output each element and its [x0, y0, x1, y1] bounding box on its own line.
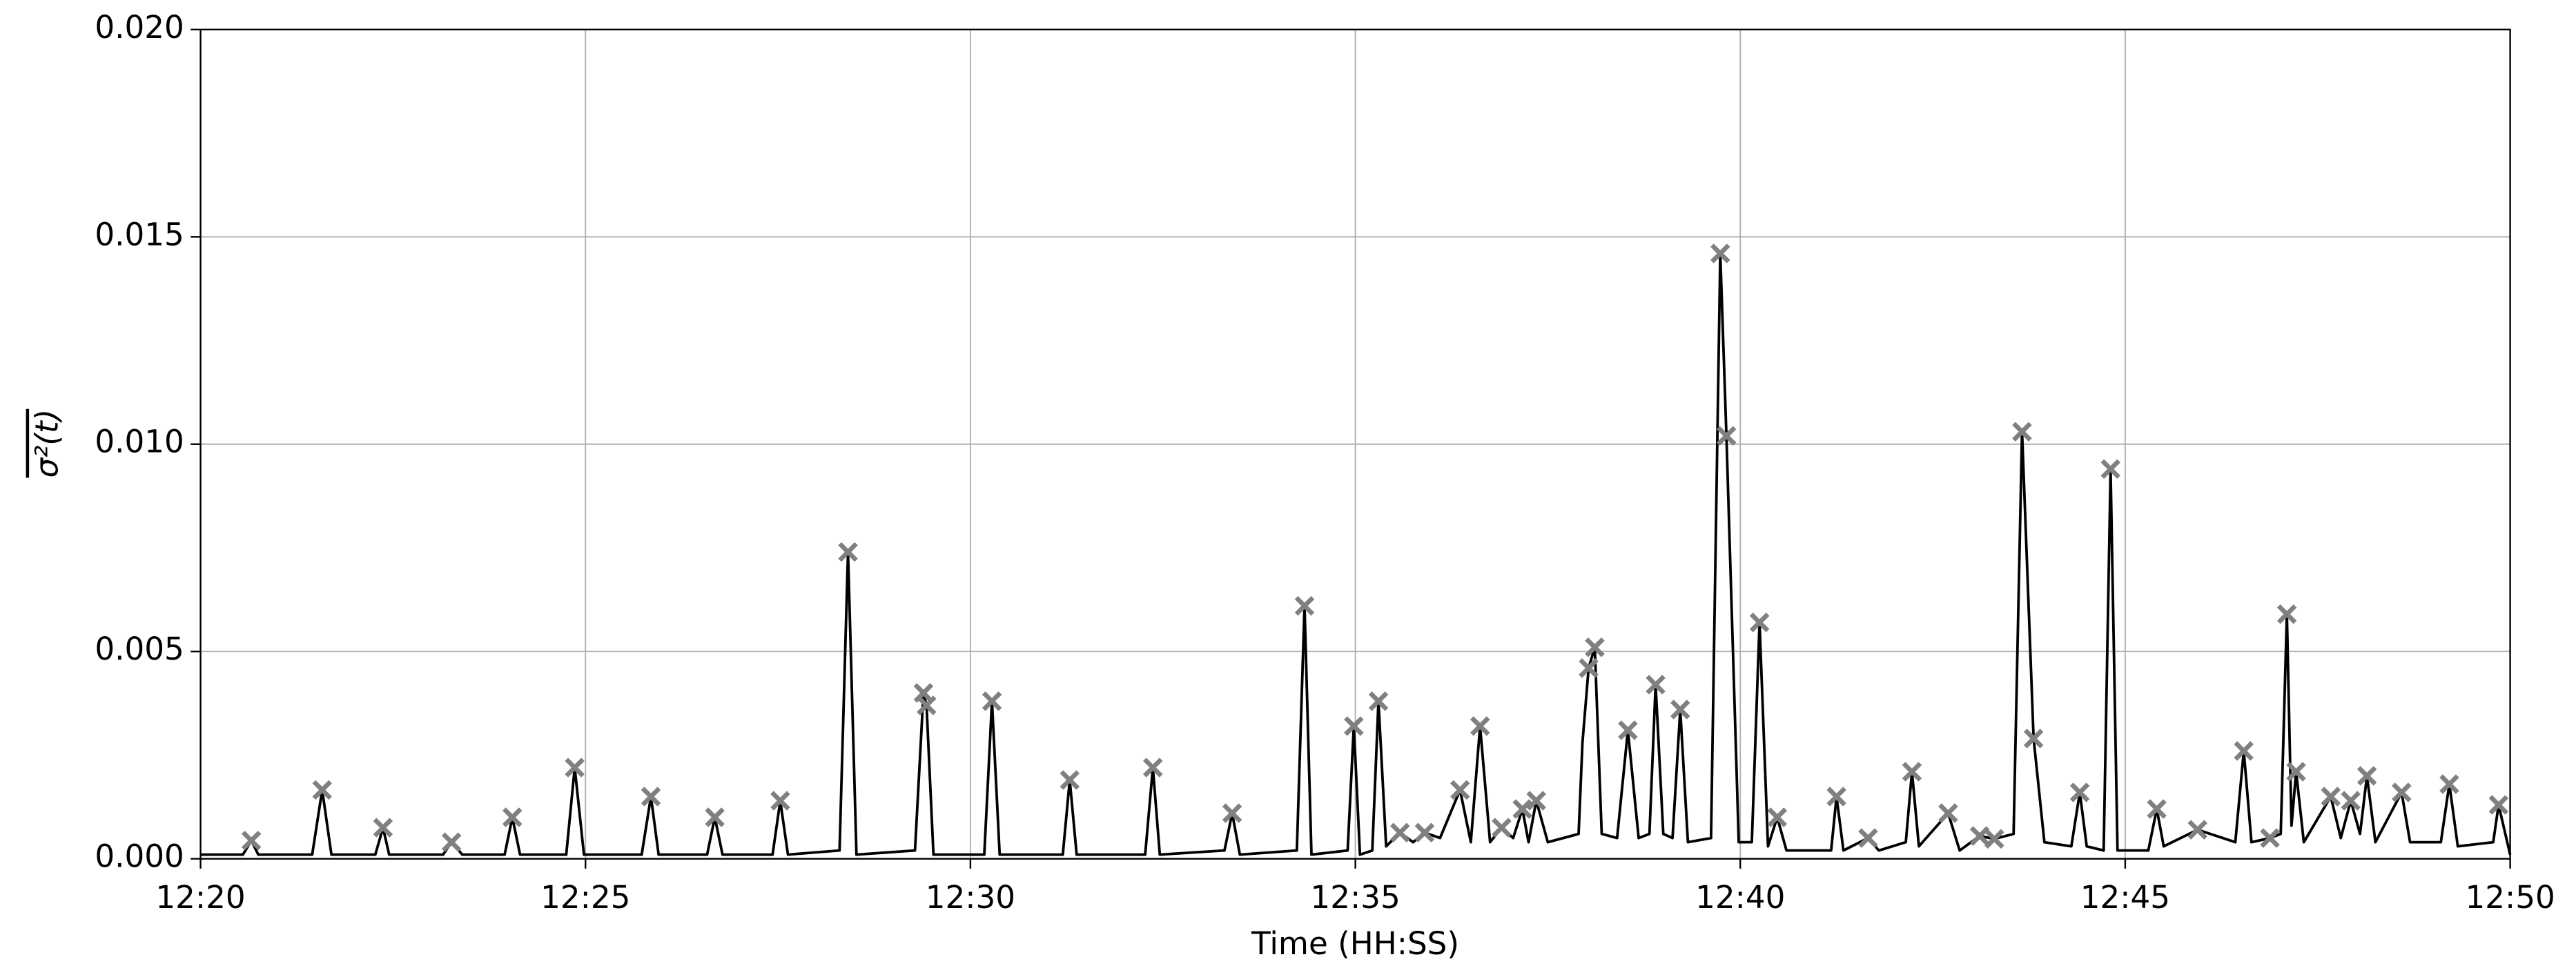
peak-marker: [1450, 780, 1470, 800]
peak-marker: [1470, 716, 1490, 736]
peak-marker: [312, 780, 333, 800]
peak-marker: [1142, 758, 1163, 778]
peak-marker: [1670, 700, 1690, 720]
peak-marker: [1492, 818, 1512, 838]
peak-marker: [917, 695, 937, 716]
peak-marker: [1618, 720, 1638, 740]
y-tick-label: 0.015: [95, 216, 184, 253]
y-tick-label: 0.020: [95, 9, 184, 46]
peak-marker: [2012, 422, 2032, 442]
plot-frame: [199, 28, 2511, 860]
peak-marker: [1390, 822, 1410, 843]
x-tick-label: 12:50: [2465, 879, 2555, 916]
peak-marker: [705, 807, 725, 827]
x-tick-label: 12:35: [1310, 879, 1400, 916]
peak-marker: [565, 758, 585, 778]
peak-marker: [982, 691, 1002, 711]
peak-marker: [2234, 741, 2254, 761]
peak-marker: [1767, 807, 1788, 827]
y-axis-label: σ²(t): [29, 409, 66, 478]
peak-marker: [2069, 782, 2090, 802]
peak-marker: [2341, 791, 2361, 811]
x-tick-label: 12:20: [155, 879, 245, 916]
x-tick-label: 12:25: [540, 879, 630, 916]
peak-marker: [1826, 787, 1846, 807]
peak-marker: [1585, 637, 1605, 658]
peak-marker: [1526, 791, 1546, 811]
peak-marker: [1858, 828, 1878, 848]
peak-marker: [2321, 787, 2341, 807]
peak-marker: [1368, 691, 1389, 711]
peak-marker: [1294, 595, 1315, 616]
x-tick-label: 12:30: [926, 879, 1015, 916]
line: [200, 252, 2512, 856]
peak-marker: [2439, 774, 2459, 794]
peak-marker: [2357, 766, 2377, 786]
peak-marker: [1222, 803, 1242, 823]
peak-marker: [2023, 729, 2044, 749]
peak-marker: [2276, 604, 2297, 624]
peak-marker: [2392, 782, 2412, 802]
x-axis-label: Time (HH:SS): [1251, 925, 1459, 962]
peak-marker: [1344, 716, 1364, 736]
peak-marker: [502, 807, 523, 827]
peak-marker: [2187, 820, 2208, 840]
x-tick-label: 12:45: [2080, 879, 2170, 916]
peak-marker: [1984, 829, 2004, 849]
peak-marker: [1579, 658, 1599, 678]
peak-marker: [770, 791, 790, 811]
peak-marker: [1710, 244, 1730, 264]
peak-marker: [1902, 762, 1922, 782]
peak-marker: [1716, 426, 1737, 446]
peak-marker: [1938, 803, 1958, 823]
peak-marker: [2286, 762, 2306, 782]
y-tick-label: 0.010: [95, 424, 184, 460]
peak-marker: [1749, 612, 1770, 633]
peak-marker: [2260, 828, 2280, 848]
y-tick-label: 0.000: [95, 838, 184, 875]
y-tick-label: 0.005: [95, 631, 184, 667]
x-tick-label: 12:40: [1695, 879, 1785, 916]
peak-marker: [2488, 795, 2509, 815]
peak-marker: [241, 830, 262, 851]
peak-marker: [1969, 826, 1990, 846]
peak-marker: [641, 787, 661, 807]
peak-marker: [1646, 675, 1666, 695]
peak-marker: [1060, 770, 1080, 790]
peak-marker: [2100, 459, 2120, 480]
peak-marker: [373, 818, 393, 838]
peak-marker: [441, 832, 462, 852]
peak-marker: [1414, 822, 1435, 843]
peak-marker: [838, 542, 858, 562]
peak-marker: [1512, 799, 1532, 819]
peak-marker: [2147, 799, 2167, 819]
